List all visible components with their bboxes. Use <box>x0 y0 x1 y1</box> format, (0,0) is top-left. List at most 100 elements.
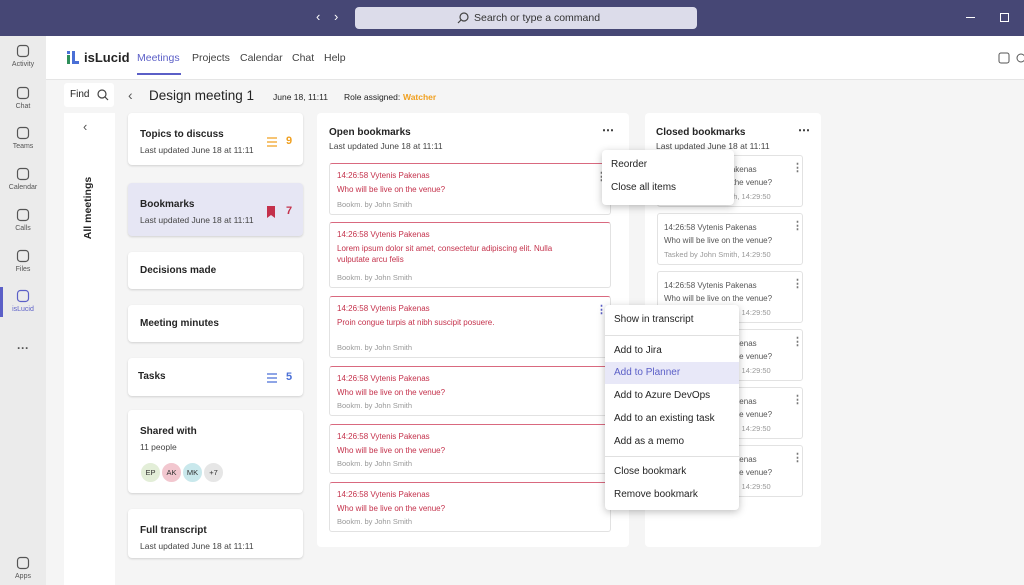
item-menu-button[interactable]: ⋮ <box>792 162 803 174</box>
panel-title: Open bookmarks <box>329 127 411 138</box>
rail-label[interactable]: Calendar <box>8 184 38 191</box>
card-subtitle: 11 people <box>140 442 177 452</box>
menu-item[interactable]: Add to Jira <box>614 344 662 356</box>
rail-icon <box>16 126 30 145</box>
count-icon <box>266 135 278 153</box>
bookmark-item[interactable]: 14:26:58 Vytenis Pakenas Who will be live… <box>329 424 611 474</box>
card-title: Topics to discuss <box>140 129 224 140</box>
more-button[interactable]: ⋯ <box>798 123 810 137</box>
tab[interactable]: Meetings <box>137 52 180 64</box>
menu-item[interactable]: Add as a memo <box>614 435 685 447</box>
menu-item[interactable]: Show in transcript <box>614 314 694 325</box>
menu-item[interactable]: Add to an existing task <box>614 412 715 424</box>
bookmark-text: Who will be live on the venue? <box>337 504 446 513</box>
panel-subtitle: Last updated June 18 at 11:11 <box>329 141 443 151</box>
section-card[interactable]: Full transcript Last updated June 18 at 1… <box>128 509 303 558</box>
rail-label[interactable]: Activity <box>11 61 35 68</box>
bookmark-time: 14:26:58 Vytenis Pakenas <box>337 304 430 313</box>
rail-label[interactable]: Apps <box>15 573 31 580</box>
closed-text: Who will be live on the venue? <box>664 294 773 303</box>
item-menu-button[interactable]: ⋮ <box>792 452 803 464</box>
maximize[interactable] <box>1000 13 1009 22</box>
rail-label[interactable]: Calls <box>15 225 31 232</box>
card-count: 5 <box>286 371 293 383</box>
avatar: MK <box>182 462 203 483</box>
menu-item[interactable]: Add to Planner <box>605 362 739 385</box>
bookmark-item[interactable]: 14:26:58 Vytenis Pakenas Lorem ipsum dolo… <box>329 222 611 288</box>
bookmark-footer: Bookm. by John Smith <box>337 401 413 410</box>
sidebar-label: All meetings <box>82 176 94 240</box>
menu-item[interactable]: Close all items <box>611 182 677 193</box>
rail-label[interactable]: isLucid <box>12 306 34 313</box>
item-menu-button[interactable]: ⋮ <box>792 336 803 348</box>
section-card[interactable]: Shared with 11 people EP AK MK +7 <box>128 410 303 493</box>
bookmark-footer: Bookm. by John Smith <box>337 343 413 352</box>
search-box[interactable]: Search or type a command <box>355 7 697 29</box>
avatar: EP <box>140 462 161 483</box>
card-count: 7 <box>286 205 293 217</box>
rail-icon <box>16 208 30 227</box>
section-card[interactable]: Tasks 5 <box>128 358 303 396</box>
meetings-sidebar: ‹ All meetings <box>64 113 115 585</box>
rail-icon <box>16 44 30 63</box>
role-value: Watcher <box>403 92 437 102</box>
back-arrow[interactable]: ‹ <box>316 9 321 24</box>
bookmark-time: 14:26:58 Vytenis Pakenas <box>337 432 430 441</box>
section-card[interactable]: Topics to discuss Last updated June 18 at… <box>128 113 303 165</box>
bookmark-item[interactable]: 14:26:58 Vytenis Pakenas Who will be live… <box>329 482 611 532</box>
menu-item[interactable]: Reorder <box>611 159 648 170</box>
menu-separator <box>605 334 739 336</box>
item-menu-button[interactable]: ⋮ <box>792 394 803 406</box>
bookmark-time: 14:26:58 Vytenis Pakenas <box>337 374 430 383</box>
tab[interactable]: Chat <box>292 52 315 64</box>
more-apps[interactable]: ··· <box>17 341 29 355</box>
bookmark-footer: Bookm. by John Smith <box>337 517 413 526</box>
card-subtitle: Last updated June 18 at 11:11 <box>140 215 254 225</box>
closed-time: 14:26:58 Vytenis Pakenas <box>664 281 757 290</box>
closed-item[interactable]: 14:26:58 Vytenis Pakenas Who will be live… <box>657 213 803 265</box>
bookmark-footer: Bookm. by John Smith <box>337 200 413 209</box>
section-card[interactable]: Meeting minutes <box>128 305 303 342</box>
tab[interactable]: Help <box>324 52 346 64</box>
item-menu-button[interactable]: ⋮ <box>792 278 803 290</box>
rail-icon <box>16 86 30 105</box>
rail-icon <box>16 249 30 268</box>
back-button[interactable]: ‹ <box>128 87 133 103</box>
find-box[interactable]: Find <box>64 83 114 107</box>
section-card[interactable]: Bookmarks Last updated June 18 at 11:11 7 <box>128 183 303 236</box>
search-icon <box>457 12 469 24</box>
collapse-button[interactable]: ‹ <box>83 119 88 134</box>
bookmark-text: Who will be live on the venue? <box>337 185 446 194</box>
minimize[interactable] <box>966 17 975 18</box>
more-button[interactable]: ⋯ <box>602 123 614 137</box>
menu-item[interactable]: Add to Azure DevOps <box>614 390 711 402</box>
tab[interactable]: Projects <box>192 52 230 64</box>
search-text: Search or type a command <box>474 12 601 24</box>
rail-label[interactable]: Teams <box>12 143 34 150</box>
menu-item[interactable]: Close bookmark <box>614 466 687 478</box>
section-card[interactable]: Decisions made <box>128 252 303 289</box>
rail-icon <box>16 556 30 575</box>
forward-arrow[interactable]: › <box>334 9 339 24</box>
bookmark-footer: Bookm. by John Smith <box>337 459 413 468</box>
rail-label[interactable]: Files <box>15 266 31 273</box>
menu-item[interactable]: Remove bookmark <box>614 488 698 500</box>
item-menu-button[interactable]: ⋮ <box>792 220 803 232</box>
item-menu: Show in transcript Add to Jira Add to Plan… <box>605 305 739 510</box>
item-menu-button[interactable]: ⋮ <box>596 170 607 183</box>
bookmark-item[interactable]: 14:26:58 Vytenis Pakenas Who will be live… <box>329 163 611 215</box>
item-menu-button[interactable]: ⋮ <box>596 304 607 316</box>
bookmark-text: Who will be live on the venue? <box>337 446 446 455</box>
panel-subtitle: Last updated June 18 at 11:11 <box>656 141 770 151</box>
bookmark-item[interactable]: 14:26:58 Vytenis Pakenas Proin congue tur… <box>329 296 611 358</box>
closed-time: 14:26:58 Vytenis Pakenas <box>664 223 757 232</box>
bookmark-item[interactable]: 14:26:58 Vytenis Pakenas Who will be live… <box>329 366 611 416</box>
popout-icon[interactable] <box>998 52 1010 64</box>
rail-label[interactable]: Chat <box>15 103 31 110</box>
bookmark-text: Proin congue turpis at nibh suscipit pos… <box>337 318 495 327</box>
refresh-icon[interactable] <box>1016 52 1024 64</box>
tab[interactable]: Calendar <box>240 52 283 64</box>
find-icon <box>97 89 109 101</box>
card-title: Full transcript <box>140 525 207 536</box>
